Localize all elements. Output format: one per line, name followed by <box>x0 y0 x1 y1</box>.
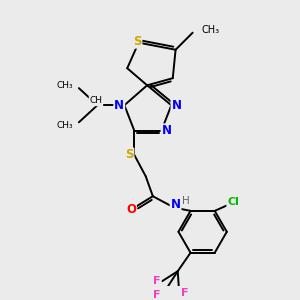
Text: S: S <box>125 148 134 161</box>
Text: CH₃: CH₃ <box>56 121 73 130</box>
Text: H: H <box>182 196 190 206</box>
Text: N: N <box>114 99 124 112</box>
Text: S: S <box>133 35 141 48</box>
Text: CH: CH <box>89 96 103 105</box>
Text: F: F <box>153 290 161 300</box>
Text: N: N <box>172 99 182 112</box>
Text: F: F <box>153 276 161 286</box>
Text: Cl: Cl <box>227 197 239 207</box>
Text: F: F <box>181 288 188 298</box>
Text: N: N <box>171 198 181 211</box>
Text: CH₃: CH₃ <box>201 25 219 35</box>
Text: O: O <box>126 202 136 215</box>
Text: N: N <box>161 124 172 137</box>
Text: CH₃: CH₃ <box>56 81 73 90</box>
